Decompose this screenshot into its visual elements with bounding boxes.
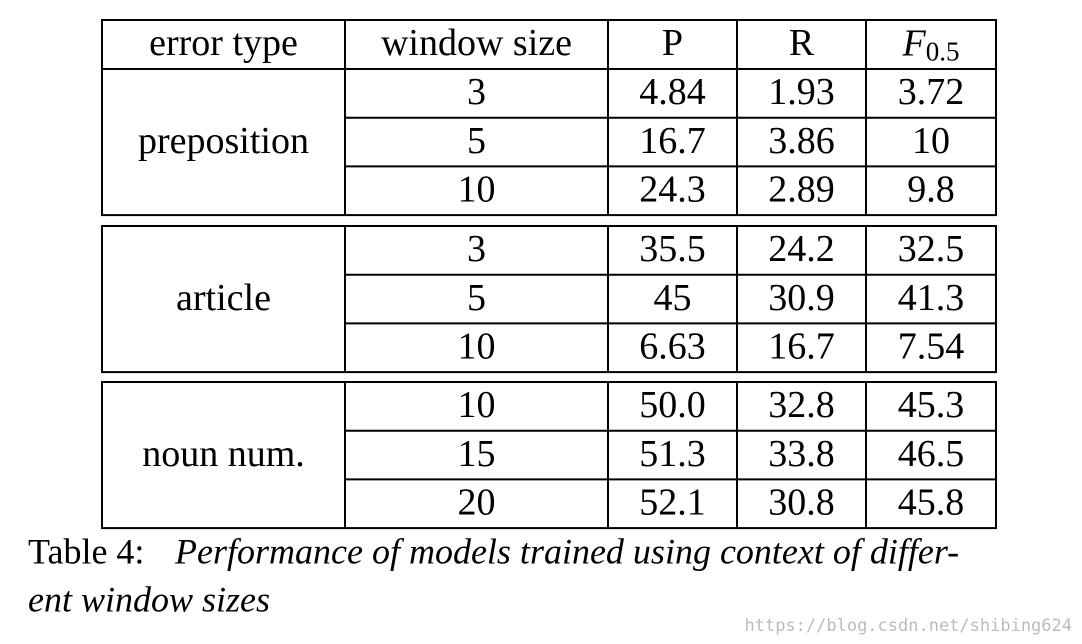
group-label: article [176,277,271,319]
table-cell: 3 [467,71,486,113]
caption-line: Performance of models trained using cont… [174,531,959,571]
table-cell: 46.5 [898,433,965,475]
caption-line: ent window sizes [28,579,270,619]
table-cell: 10 [458,168,496,210]
header-cell: error type [149,22,298,64]
table-cell: 15 [458,433,496,475]
group-box [101,225,997,374]
table-cell: 2.89 [768,168,835,210]
group-box [101,68,997,217]
table-cell: 52.1 [639,481,706,523]
table-cell: 5 [467,120,486,162]
table-cell: 10 [458,384,496,426]
table-cell: 45.3 [898,384,965,426]
table-cell: 51.3 [639,433,706,475]
table-cell: 9.8 [907,168,955,210]
table-cell: 3.86 [768,120,835,162]
header-cell: P [662,22,683,64]
header-sub: 0.5 [926,37,960,67]
table-cell: 24.2 [768,228,835,270]
table-cell: 30.8 [768,481,835,523]
table-cell: 5 [467,277,486,319]
group-label: noun num. [142,433,305,475]
table-cell: 45.8 [898,481,965,523]
table-cell: 3 [467,228,486,270]
table-cell: 50.0 [639,384,706,426]
table-cell: 45 [654,277,692,319]
table-cell: 10 [912,120,950,162]
table-cell: 32.5 [898,228,965,270]
table-cell: 32.8 [768,384,835,426]
table-cell: 7.54 [898,325,965,367]
table-cell: 24.3 [639,168,706,210]
group-label: preposition [138,120,309,162]
header-cell: F0.5 [902,22,960,66]
table-cell: 30.9 [768,277,835,319]
header-main: F [902,22,927,64]
table-cell: 35.5 [639,228,706,270]
table-cell: 1.93 [768,71,835,113]
table-cell: 3.72 [898,71,965,113]
table-cell: 16.7 [639,120,706,162]
group-box [101,381,997,530]
caption-label: Table 4: [28,531,144,571]
header-cell: window size [381,22,572,64]
header-cell: R [789,22,815,64]
table-cell: 20 [458,481,496,523]
table-cell: 16.7 [768,325,835,367]
table-cell: 6.63 [639,325,706,367]
table-cell: 33.8 [768,433,835,475]
table-cell: 4.84 [639,71,706,113]
table-cell: 10 [458,325,496,367]
table-cell: 41.3 [898,277,965,319]
watermark: https://blog.csdn.net/shibing624 [744,616,1072,636]
